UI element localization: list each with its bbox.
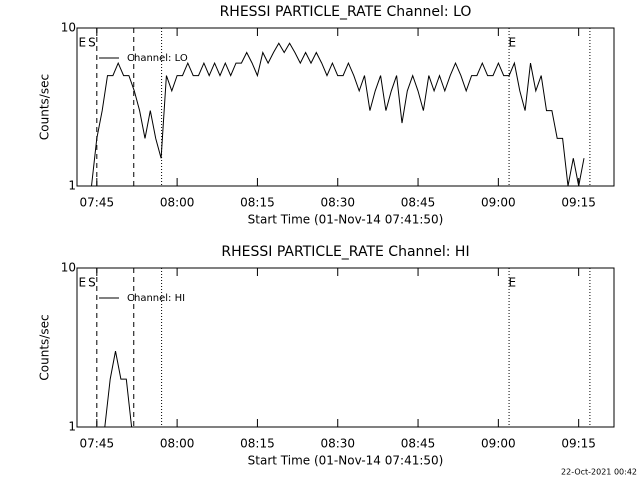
x-tick-label: 09:00 (481, 196, 516, 210)
x-tick-label: 07:45 (80, 437, 115, 451)
x-axis-label: Start Time (01-Nov-14 07:41:50) (248, 454, 444, 468)
legend-label: Channel: LO (127, 53, 188, 64)
annotation: E (508, 36, 516, 50)
x-tick-label: 08:45 (401, 437, 436, 451)
x-tick-label: 08:00 (160, 196, 195, 210)
data-line (91, 42, 585, 187)
x-tick-label: 08:45 (401, 196, 436, 210)
x-tick-label: 08:30 (320, 196, 355, 210)
data-line (104, 351, 133, 428)
y-axis-label: Counts/sec (38, 314, 52, 380)
x-tick-label: 08:15 (240, 437, 275, 451)
y-tick-label: 1 (68, 179, 76, 193)
y-axis-label: Counts/sec (38, 74, 52, 140)
y-tick-label: 10 (61, 21, 76, 35)
chart-title: RHESSI PARTICLE_RATE Channel: HI (221, 244, 469, 260)
plot-frame (76, 267, 615, 428)
plot-frame (76, 27, 615, 187)
x-tick-label: 09:00 (481, 437, 516, 451)
x-tick-label: 09:15 (561, 437, 596, 451)
timestamp: 22-Oct-2021 00:42 (561, 468, 637, 477)
annotation: S (88, 36, 96, 50)
y-tick-label: 1 (68, 420, 76, 434)
annotation: E (79, 276, 87, 290)
x-tick-label: 09:15 (561, 196, 596, 210)
annotation: E (508, 276, 516, 290)
x-tick-label: 08:00 (160, 437, 195, 451)
annotation: S (88, 276, 96, 290)
x-axis-label: Start Time (01-Nov-14 07:41:50) (248, 213, 444, 227)
chart-title: RHESSI PARTICLE_RATE Channel: LO (220, 4, 472, 20)
x-tick-label: 08:30 (320, 437, 355, 451)
legend-label: Channel: HI (127, 293, 185, 304)
x-tick-label: 07:45 (80, 196, 115, 210)
y-tick-label: 10 (61, 261, 76, 275)
annotation: E (79, 36, 87, 50)
x-tick-label: 08:15 (240, 196, 275, 210)
